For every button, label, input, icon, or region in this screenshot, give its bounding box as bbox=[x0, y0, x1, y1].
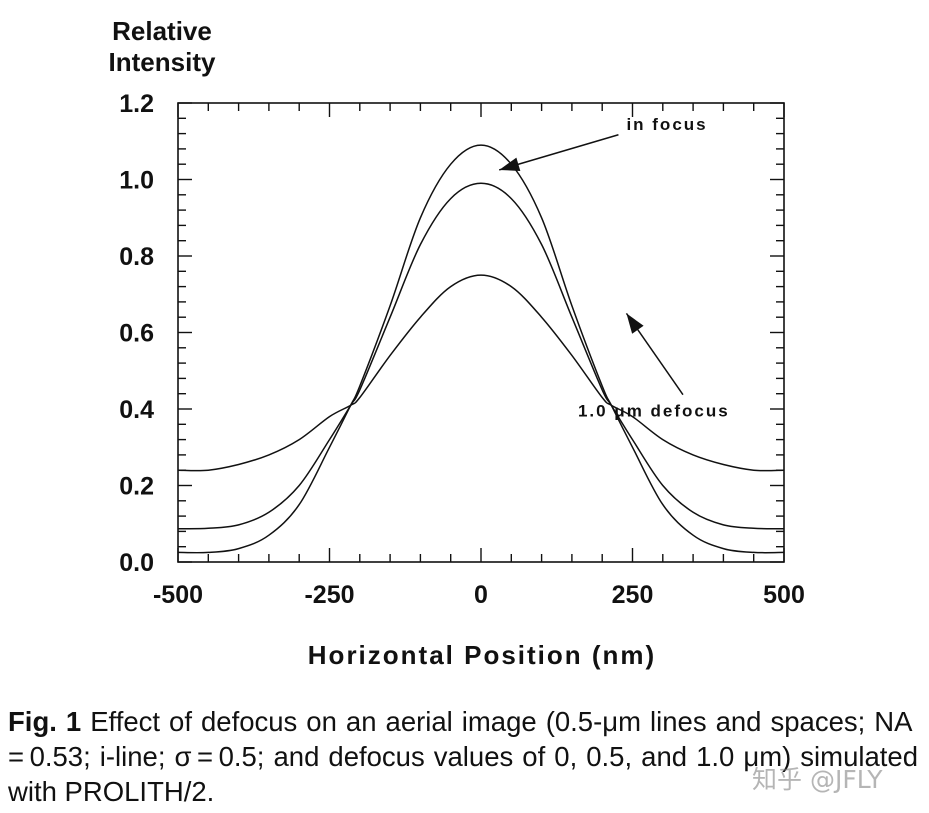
y-tick-label: 0.4 bbox=[119, 396, 154, 424]
annotation-label: in focus bbox=[626, 115, 707, 134]
y-axis-label-line: Relative bbox=[112, 16, 212, 46]
y-tick-label: 0.2 bbox=[119, 473, 154, 501]
annotation-arrow-line bbox=[498, 134, 619, 171]
annotation-arrowhead bbox=[626, 313, 644, 334]
series-group bbox=[177, 144, 785, 554]
series-line-2 bbox=[177, 182, 785, 530]
y-axis-label-line: Intensity bbox=[109, 47, 216, 77]
y-tick-label: 0.6 bbox=[119, 320, 154, 348]
y-tick-label: 0.8 bbox=[119, 243, 154, 271]
x-tick-label: -500 bbox=[153, 581, 203, 609]
axis-ticks bbox=[177, 102, 785, 563]
caption-text: Effect of defocus on an aerial image (0.… bbox=[8, 706, 918, 807]
y-tick-label: 1.2 bbox=[119, 90, 154, 118]
annotation-arrowhead bbox=[499, 157, 521, 171]
x-tick-label: -250 bbox=[304, 581, 354, 609]
watermark: 知乎 @JFLY bbox=[752, 765, 883, 794]
x-tick-label: 0 bbox=[474, 581, 488, 609]
figure-label: Fig. 1 bbox=[8, 706, 82, 737]
x-tick-labels: -500 -250 0 250 500 bbox=[153, 581, 805, 609]
annotation-label: 1.0 μm defocus bbox=[578, 402, 730, 421]
x-tick-label: 250 bbox=[612, 581, 654, 609]
figure-caption: Fig. 1 Effect of defocus on an aerial im… bbox=[8, 704, 918, 809]
plot-frame bbox=[177, 102, 785, 563]
y-tick-label: 0.0 bbox=[119, 549, 154, 577]
y-tick-label: 1.0 bbox=[119, 167, 154, 195]
x-axis-label: Horizontal Position (nm) bbox=[308, 640, 656, 670]
series-line-3 bbox=[177, 274, 785, 472]
x-tick-label: 500 bbox=[763, 581, 805, 609]
annotations: in focus 1.0 μm defocus bbox=[498, 115, 730, 421]
y-tick-labels: 0.0 0.2 0.4 0.6 0.8 1.0 1.2 bbox=[119, 90, 154, 577]
series-line-1 bbox=[177, 144, 785, 554]
